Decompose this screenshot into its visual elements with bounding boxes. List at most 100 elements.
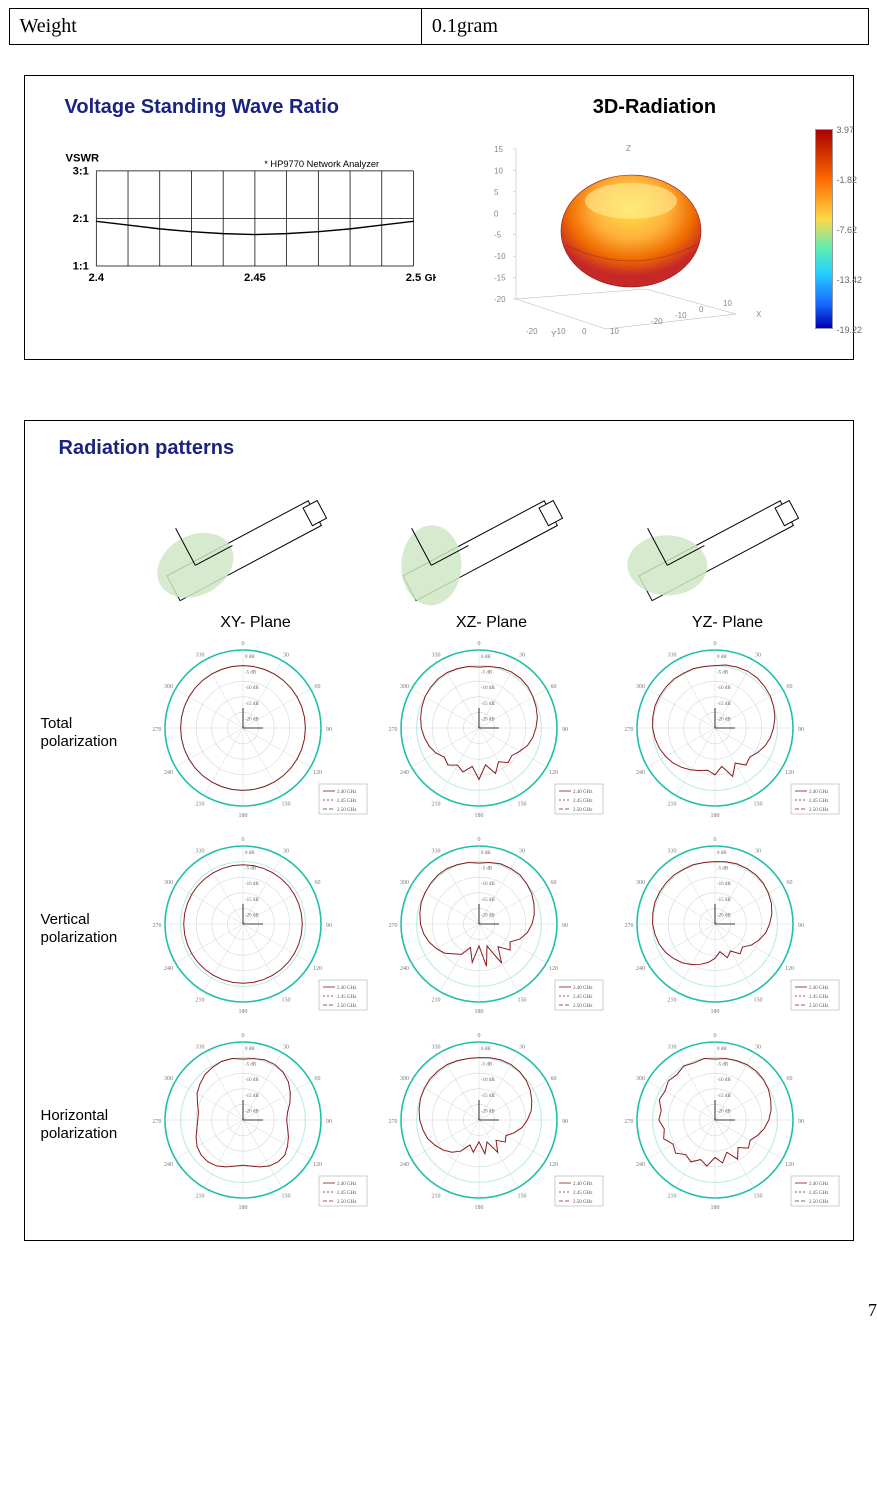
svg-text:X: X (756, 310, 762, 319)
svg-text:300: 300 (164, 684, 173, 690)
svg-text:150: 150 (754, 1193, 763, 1199)
svg-text:-20: -20 (494, 295, 506, 304)
svg-text:90: 90 (326, 1119, 332, 1125)
svg-text:15: 15 (494, 145, 503, 154)
svg-text:270: 270 (389, 1119, 398, 1125)
svg-text:30: 30 (519, 1045, 525, 1051)
svg-text:-20: -20 (526, 327, 538, 336)
svg-text:2.5: 2.5 (405, 272, 421, 284)
svg-text:-15: -15 (494, 274, 506, 283)
svg-text:2.40 GHz: 2.40 GHz (573, 1182, 593, 1187)
svg-text:0 dB: 0 dB (245, 851, 255, 856)
svg-text:0: 0 (478, 641, 481, 647)
spec-value-cell: 0.1gram (421, 9, 868, 45)
svg-text:90: 90 (798, 1119, 804, 1125)
svg-text:-5: -5 (494, 231, 502, 240)
svg-text:-10 dB: -10 dB (481, 686, 495, 691)
svg-text:2.45 GHz: 2.45 GHz (573, 995, 593, 1000)
svg-text:30: 30 (755, 1045, 761, 1051)
svg-text:2.45 GHz: 2.45 GHz (809, 1191, 829, 1196)
svg-text:60: 60 (786, 1076, 792, 1082)
svg-text:Z: Z (626, 144, 631, 153)
svg-text:10: 10 (610, 327, 619, 336)
svg-text:210: 210 (432, 1193, 441, 1199)
column-label: XY- Plane (220, 614, 291, 632)
svg-text:-5 dB: -5 dB (717, 867, 729, 872)
svg-text:30: 30 (755, 653, 761, 659)
svg-text:-5 dB: -5 dB (245, 867, 257, 872)
d3-title: 3D-Radiation (476, 96, 832, 119)
svg-text:0: 0 (242, 837, 245, 843)
polar-plot: 03060901201501802102402703003300 dB-5 dB… (379, 834, 604, 1024)
svg-text:90: 90 (798, 923, 804, 929)
svg-text:VSWR: VSWR (65, 152, 99, 164)
page-number: 7 (868, 1300, 877, 1321)
svg-text:210: 210 (196, 801, 205, 807)
svg-text:0 dB: 0 dB (717, 655, 727, 660)
svg-text:2.45 GHz: 2.45 GHz (809, 995, 829, 1000)
svg-text:150: 150 (282, 1193, 291, 1199)
svg-text:210: 210 (196, 997, 205, 1003)
svg-text:2.40 GHz: 2.40 GHz (809, 790, 829, 795)
polar-plot: 03060901201501802102402703003300 dB-5 dB… (143, 1030, 368, 1220)
svg-text:2.40 GHz: 2.40 GHz (573, 986, 593, 991)
svg-text:300: 300 (400, 684, 409, 690)
svg-text:120: 120 (549, 1162, 558, 1168)
svg-text:0: 0 (242, 641, 245, 647)
colorbar: 3.97-1.82-7.62-13.42-19.22 (815, 129, 833, 329)
svg-text:0 dB: 0 dB (481, 1047, 491, 1052)
svg-text:180: 180 (475, 813, 484, 819)
svg-text:90: 90 (562, 1119, 568, 1125)
svg-text:180: 180 (239, 813, 248, 819)
svg-text:2.50 GHz: 2.50 GHz (337, 1200, 357, 1205)
svg-text:270: 270 (625, 1119, 634, 1125)
svg-text:210: 210 (432, 997, 441, 1003)
svg-text:330: 330 (196, 849, 205, 855)
svg-text:* HP9770 Network Analyzer: * HP9770 Network Analyzer (264, 159, 379, 169)
svg-text:-15 dB: -15 dB (717, 1094, 731, 1099)
polar-plot: 03060901201501802102402703003300 dB-5 dB… (143, 834, 368, 1024)
svg-text:2.45 GHz: 2.45 GHz (337, 995, 357, 1000)
svg-text:240: 240 (164, 770, 173, 776)
svg-text:120: 120 (313, 966, 322, 972)
svg-text:240: 240 (636, 770, 645, 776)
svg-text:30: 30 (519, 653, 525, 659)
svg-text:150: 150 (282, 997, 291, 1003)
svg-text:90: 90 (326, 923, 332, 929)
svg-text:2.40 GHz: 2.40 GHz (809, 986, 829, 991)
column-label: YZ- Plane (692, 614, 763, 632)
svg-text:180: 180 (475, 1009, 484, 1015)
svg-text:-10 dB: -10 dB (245, 882, 259, 887)
svg-text:240: 240 (636, 1162, 645, 1168)
svg-text:330: 330 (196, 653, 205, 659)
svg-text:2.45 GHz: 2.45 GHz (573, 1191, 593, 1196)
svg-text:210: 210 (196, 1193, 205, 1199)
svg-text:-10 dB: -10 dB (481, 882, 495, 887)
polar-plot: 03060901201501802102402703003300 dB-5 dB… (379, 638, 604, 828)
svg-text:-10: -10 (675, 311, 687, 320)
svg-text:-15 dB: -15 dB (245, 898, 259, 903)
svg-text:270: 270 (625, 727, 634, 733)
svg-text:120: 120 (313, 770, 322, 776)
svg-text:0 dB: 0 dB (481, 655, 491, 660)
svg-text:-10 dB: -10 dB (245, 1078, 259, 1083)
svg-text:120: 120 (549, 770, 558, 776)
svg-text:150: 150 (518, 801, 527, 807)
svg-text:2.50 GHz: 2.50 GHz (337, 1004, 357, 1009)
svg-text:30: 30 (283, 849, 289, 855)
svg-text:330: 330 (196, 1045, 205, 1051)
svg-text:210: 210 (432, 801, 441, 807)
svg-text:90: 90 (562, 923, 568, 929)
svg-text:-5 dB: -5 dB (481, 867, 493, 872)
spec-table: Weight 0.1gram (9, 8, 869, 45)
svg-text:180: 180 (711, 813, 720, 819)
svg-text:-20 dB: -20 dB (245, 717, 259, 722)
svg-text:120: 120 (785, 770, 794, 776)
svg-text:-15 dB: -15 dB (717, 898, 731, 903)
svg-text:330: 330 (668, 1045, 677, 1051)
svg-text:180: 180 (475, 1205, 484, 1211)
svg-text:60: 60 (314, 1076, 320, 1082)
svg-text:2.40 GHz: 2.40 GHz (337, 986, 357, 991)
svg-text:120: 120 (785, 966, 794, 972)
svg-text:120: 120 (785, 1162, 794, 1168)
